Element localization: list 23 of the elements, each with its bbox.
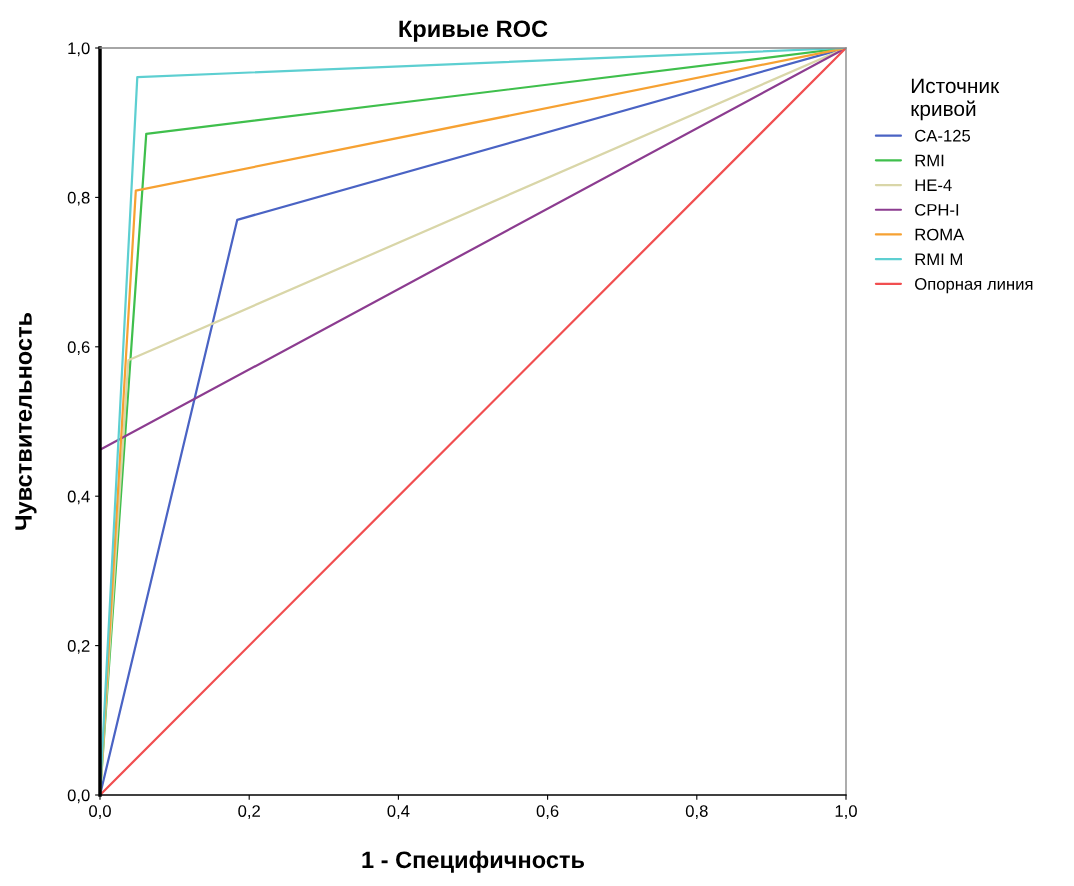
chart-title: Кривые ROC [399, 20, 548, 42]
y-tick-label: 0,6 [67, 341, 90, 355]
legend-label: ROMA [915, 228, 965, 241]
legend-label: RMI M [915, 253, 962, 265]
y-tick-label: 0,2 [67, 640, 90, 654]
x-tick-label: 0,6 [536, 805, 559, 819]
x-axis-title: 1 - Специфичность [362, 850, 585, 873]
legend-label: CA-125 [915, 129, 971, 142]
legend-label: Опорная линия [915, 278, 1033, 294]
legend-label: RMI [915, 154, 944, 167]
y-tick-label: 0,4 [67, 490, 90, 505]
x-tick-label: 0,4 [387, 805, 410, 819]
y-axis-title: Чувствительность [15, 312, 37, 530]
x-tick-label: 1,0 [835, 805, 857, 819]
y-tick-label: 0,0 [67, 789, 90, 804]
x-tick-label: 0,8 [685, 805, 708, 819]
y-tick-label: 1,0 [68, 42, 90, 57]
legend-label: CPH-I [915, 203, 959, 216]
x-tick-label: 0,2 [238, 805, 260, 819]
legend-title: Источник кривой [911, 78, 1000, 121]
legend-label: HE-4 [915, 179, 952, 191]
y-tick-label: 0,8 [67, 191, 90, 206]
x-tick-label: 0,0 [89, 805, 111, 819]
